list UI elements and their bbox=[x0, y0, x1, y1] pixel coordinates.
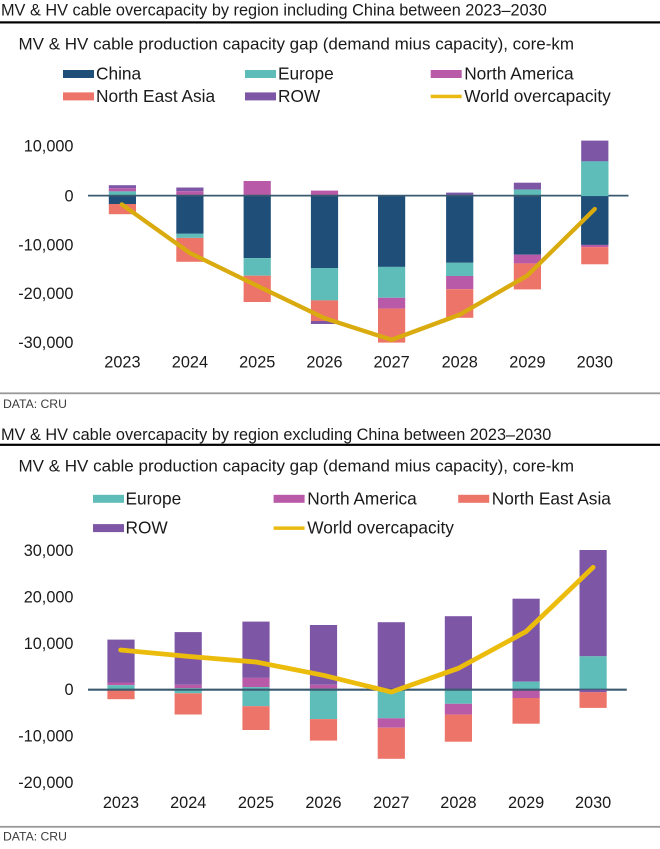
svg-text:North America: North America bbox=[307, 488, 417, 508]
svg-text:2023: 2023 bbox=[104, 354, 140, 372]
svg-text:-20,000: -20,000 bbox=[18, 774, 73, 792]
svg-text:2024: 2024 bbox=[172, 354, 208, 372]
svg-text:2028: 2028 bbox=[440, 794, 476, 812]
svg-text:World overcapacity: World overcapacity bbox=[307, 518, 454, 538]
svg-text:2029: 2029 bbox=[509, 354, 545, 372]
svg-text:ROW: ROW bbox=[278, 86, 321, 106]
svg-text:2025: 2025 bbox=[239, 354, 275, 372]
svg-text:20,000: 20,000 bbox=[24, 589, 74, 607]
svg-text:MV & HV cable production capac: MV & HV cable production capacity gap (d… bbox=[19, 457, 575, 476]
svg-text:2027: 2027 bbox=[373, 354, 409, 372]
svg-text:World overcapacity: World overcapacity bbox=[464, 86, 611, 106]
svg-text:Europe: Europe bbox=[126, 488, 182, 508]
svg-text:ROW: ROW bbox=[126, 518, 169, 538]
svg-text:North East Asia: North East Asia bbox=[96, 86, 215, 106]
svg-text:2030: 2030 bbox=[577, 354, 613, 372]
svg-text:30,000: 30,000 bbox=[24, 542, 74, 560]
svg-text:0: 0 bbox=[64, 187, 73, 205]
svg-text:MV & HV cable production capac: MV & HV cable production capacity gap (d… bbox=[19, 34, 575, 53]
svg-text:-20,000: -20,000 bbox=[18, 285, 73, 303]
svg-text:MV & HV cable overcapacity by: MV & HV cable overcapacity by region inc… bbox=[1, 2, 547, 20]
svg-text:10,000: 10,000 bbox=[24, 138, 74, 156]
svg-text:2026: 2026 bbox=[306, 354, 342, 372]
svg-text:2030: 2030 bbox=[575, 794, 611, 812]
svg-text:Europe: Europe bbox=[278, 63, 334, 83]
svg-text:-10,000: -10,000 bbox=[18, 728, 73, 746]
svg-text:-10,000: -10,000 bbox=[18, 237, 73, 255]
svg-text:2024: 2024 bbox=[170, 794, 206, 812]
svg-text:2029: 2029 bbox=[508, 794, 544, 812]
svg-text:10,000: 10,000 bbox=[24, 635, 74, 653]
svg-text:2023: 2023 bbox=[103, 794, 139, 812]
svg-text:North East Asia: North East Asia bbox=[492, 488, 611, 508]
svg-text:2028: 2028 bbox=[442, 354, 478, 372]
svg-text:North America: North America bbox=[464, 63, 574, 83]
svg-text:China: China bbox=[96, 63, 142, 83]
svg-text:DATA: CRU: DATA: CRU bbox=[3, 397, 67, 411]
svg-text:0: 0 bbox=[64, 681, 73, 699]
svg-text:MV & HV cable overcapacity by: MV & HV cable overcapacity by region exc… bbox=[1, 426, 551, 444]
svg-text:2026: 2026 bbox=[305, 794, 341, 812]
svg-text:DATA: CRU: DATA: CRU bbox=[3, 830, 67, 844]
svg-text:2027: 2027 bbox=[373, 794, 409, 812]
svg-text:-30,000: -30,000 bbox=[18, 334, 73, 352]
svg-text:2025: 2025 bbox=[238, 794, 274, 812]
